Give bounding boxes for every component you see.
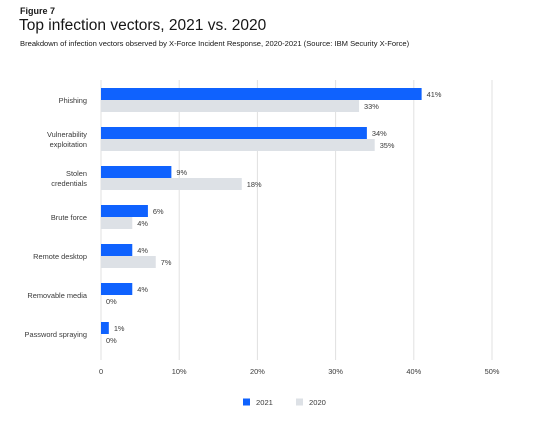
x-tick-label: 50% <box>485 367 500 376</box>
bar-2021-6 <box>101 322 109 334</box>
bar-2021-4 <box>101 244 133 256</box>
legend-swatch-2021 <box>243 398 250 406</box>
bar-2021-3 <box>101 205 148 217</box>
value-label-2020: 35% <box>380 141 395 150</box>
category-label: Password spraying <box>25 330 87 339</box>
category-label: Stolen <box>66 169 87 178</box>
legend-label-2020: 2020 <box>309 398 326 407</box>
figure-label: Figure 7 <box>20 6 56 16</box>
value-label-2020: 4% <box>137 219 148 228</box>
category-label: Remote desktop <box>33 252 87 261</box>
value-label-2020: 0% <box>106 336 117 345</box>
bar-2020-3 <box>101 217 133 229</box>
legend-swatch-2020 <box>296 398 303 406</box>
x-tick-label: 10% <box>172 367 187 376</box>
x-tick-label: 20% <box>250 367 265 376</box>
category-label: Removable media <box>27 291 87 300</box>
bar-2020-0 <box>101 100 360 112</box>
legend-label-2021: 2021 <box>256 398 273 407</box>
value-label-2021: 41% <box>427 90 442 99</box>
category-label: exploitation <box>50 140 87 149</box>
bar-2020-2 <box>101 178 242 190</box>
bar-2020-4 <box>101 256 156 268</box>
category-label: Brute force <box>51 213 87 222</box>
bar-2021-1 <box>101 127 367 139</box>
bar-2020-1 <box>101 139 375 151</box>
value-label-2021: 4% <box>137 246 148 255</box>
bar-2021-2 <box>101 166 172 178</box>
bar-2021-5 <box>101 283 133 295</box>
x-tick-label: 0 <box>99 367 103 376</box>
value-label-2020: 7% <box>161 258 172 267</box>
value-label-2020: 33% <box>364 102 379 111</box>
x-tick-label: 30% <box>328 367 343 376</box>
value-label-2021: 4% <box>137 285 148 294</box>
chart-subtitle: Breakdown of infection vectors observed … <box>20 39 410 48</box>
x-tick-label: 40% <box>406 367 421 376</box>
category-label: Phishing <box>59 96 87 105</box>
category-label: credentials <box>51 179 87 188</box>
category-label: Vulnerability <box>47 130 87 139</box>
bar-2021-0 <box>101 88 422 100</box>
value-label-2021: 9% <box>176 168 187 177</box>
value-label-2020: 18% <box>247 180 262 189</box>
value-label-2021: 6% <box>153 207 164 216</box>
chart-title: Top infection vectors, 2021 vs. 2020 <box>19 17 267 34</box>
value-label-2021: 34% <box>372 129 387 138</box>
value-label-2021: 1% <box>114 324 125 333</box>
value-label-2020: 0% <box>106 297 117 306</box>
